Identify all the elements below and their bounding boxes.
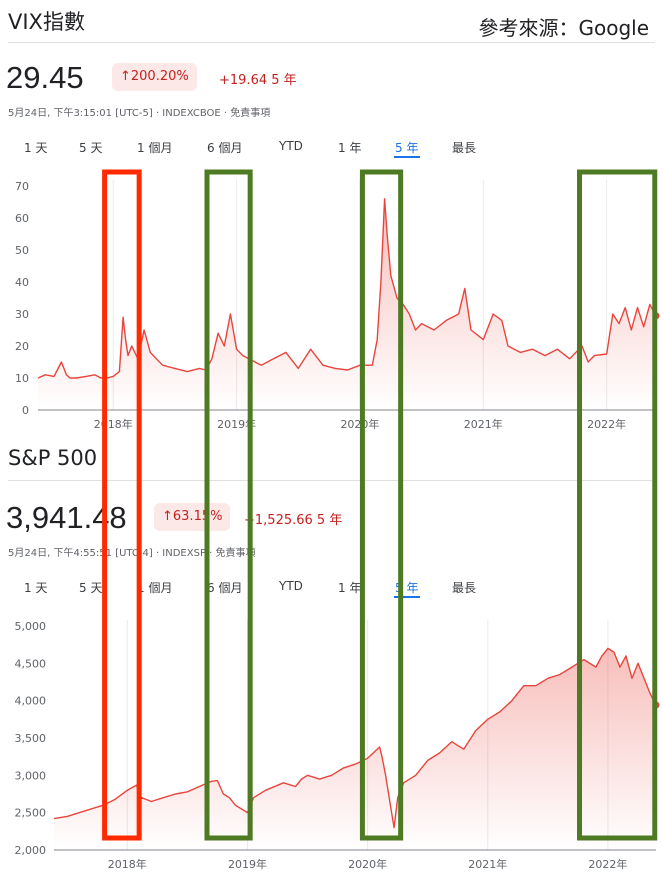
vix-y-tick-1: 10 (15, 372, 29, 385)
sp-tab-6m[interactable]: 6 個月 (207, 581, 243, 595)
sp-x-tick-0: 2018年 (108, 857, 147, 871)
sp-tab-5y[interactable]: 5 年 (395, 581, 419, 595)
source-label: 參考來源：Google (478, 16, 649, 40)
sp-tab-max[interactable]: 最長 (452, 581, 477, 595)
vix-tab-6m[interactable]: 6 個月 (207, 141, 243, 155)
vix-y-tick-2: 20 (15, 340, 29, 353)
sp-price: 3,941.48 (6, 500, 127, 535)
sp-y-tick-4: 4,000 (15, 695, 47, 708)
sp-x-tick-1: 2019年 (228, 857, 267, 871)
vix-tab-ytd[interactable]: YTD (279, 139, 303, 153)
vix-area-fill (38, 198, 656, 410)
vix-tab-1d[interactable]: 1 天 (24, 141, 48, 155)
vix-x-tick-3: 2021年 (464, 417, 503, 431)
vix-tab-5d[interactable]: 5 天 (79, 141, 103, 155)
sp-meta: 5月24日, 下午4:55:51 [UTC-4] · INDEXSP · 免責事… (8, 548, 256, 559)
sp-tab-5d[interactable]: 5 天 (79, 581, 103, 595)
sp-tab-1d[interactable]: 1 天 (24, 581, 48, 595)
vix-x-tick-1: 2019年 (217, 417, 256, 431)
sp-y-tick-5: 4,500 (15, 657, 47, 670)
sp-tab-5y-underline (394, 596, 420, 598)
page-title: VIX指數 (8, 10, 85, 34)
sp-change-badge: ↑63.15% (154, 503, 231, 531)
vix-tab-max[interactable]: 最長 (452, 141, 477, 155)
sp-last-point (652, 701, 660, 709)
sp-title: S&P 500 (8, 446, 98, 470)
sp-tab-1m[interactable]: 1 個月 (137, 581, 173, 595)
vix-y-tick-5: 50 (15, 244, 29, 257)
sp-y-tick-3: 3,500 (15, 732, 47, 745)
vix-y-tick-4: 40 (15, 276, 29, 289)
vix-last-point (652, 312, 660, 320)
sp-y-tick-6: 5,000 (15, 620, 47, 633)
top-divider (8, 42, 655, 43)
sp-change-amount: +1,525.66 5 年 (244, 513, 343, 528)
vix-price: 29.45 (6, 60, 84, 95)
sp-x-tick-3: 2021年 (468, 857, 507, 871)
vix-tab-1y[interactable]: 1 年 (338, 141, 362, 155)
sp-y-tick-0: 2,000 (15, 844, 47, 857)
vix-change-amount: +19.64 5 年 (219, 73, 297, 88)
vix-tab-5y[interactable]: 5 年 (395, 141, 419, 155)
sp-chart: 2018年 2019年 2020年 2021年 2022年 2,000 2,500 3,000… (15, 620, 660, 871)
sp-area-fill (54, 648, 656, 850)
sp-divider (8, 480, 655, 481)
vix-chart: 2018年 2019年 2020年 2021年 2022年 0 10 20 30 40 50 60 70 (15, 180, 660, 431)
vix-y-tick-3: 30 (15, 308, 29, 321)
vix-meta: 5月24日, 下午3:15:01 [UTC-5] · INDEXCBOE · 免… (8, 108, 271, 119)
vix-tab-1m[interactable]: 1 個月 (137, 141, 173, 155)
vix-x-tick-2: 2020年 (340, 417, 379, 431)
vix-y-tick-6: 60 (15, 212, 29, 225)
vix-y-tick-0: 0 (22, 404, 29, 417)
vix-x-tick-4: 2022年 (587, 417, 626, 431)
sp-x-tick-2: 2020年 (348, 857, 387, 871)
vix-change-badge: ↑200.20% (112, 63, 197, 91)
vix-y-tick-7: 70 (15, 180, 29, 193)
sp-y-tick-1: 2,500 (15, 807, 47, 820)
sp-x-tick-4: 2022年 (588, 857, 627, 871)
vix-tab-5y-underline (394, 156, 420, 158)
sp-tab-1y[interactable]: 1 年 (338, 581, 362, 595)
vix-x-tick-0: 2018年 (94, 417, 133, 431)
sp-y-tick-2: 3,000 (15, 769, 47, 782)
sp-tab-ytd[interactable]: YTD (279, 579, 303, 593)
